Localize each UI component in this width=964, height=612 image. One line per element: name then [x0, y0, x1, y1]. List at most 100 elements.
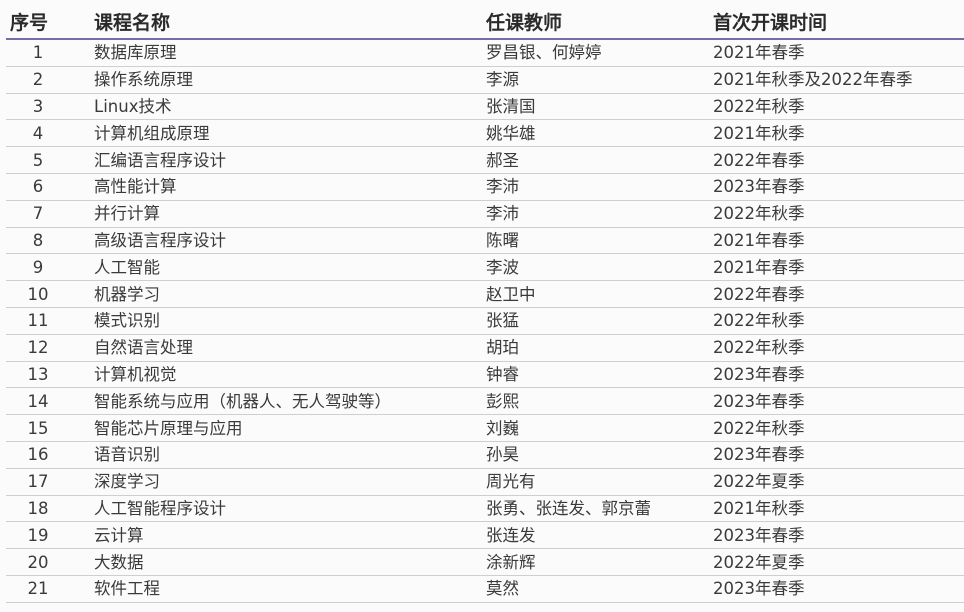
seq-cell: 8	[6, 227, 70, 255]
teacher-cell: 莫然	[486, 575, 713, 603]
seq-cell: 7	[6, 200, 70, 228]
teacher-cell: 钟睿	[486, 361, 713, 389]
time-cell: 2023年春季	[713, 521, 964, 550]
seq-cell: 18	[6, 495, 70, 523]
seq-cell: 15	[6, 414, 70, 442]
seq-cell: 12	[6, 334, 70, 362]
time-cell: 2021年春季	[713, 39, 964, 67]
table-row: 11 模式识别 张猛 2022年秋季	[6, 307, 964, 335]
teacher-cell: 彭熙	[486, 387, 713, 416]
seq-cell: 13	[6, 361, 70, 389]
table-row: 2 操作系统原理 李源 2021年秋季及2022年春季	[6, 66, 964, 94]
teacher-cell: 张连发	[486, 521, 713, 550]
time-cell: 2021年春季	[713, 253, 964, 282]
course-cell: 汇编语言程序设计	[70, 146, 486, 174]
course-cell: 大数据	[70, 548, 486, 576]
header-time: 首次开课时间	[713, 4, 964, 40]
table-row: 13 计算机视觉 钟睿 2023年春季	[6, 361, 964, 389]
time-cell: 2023年春季	[713, 173, 964, 201]
time-cell: 2021年秋季及2022年春季	[713, 66, 964, 94]
time-cell: 2022年春季	[713, 280, 964, 308]
seq-cell: 2	[6, 66, 70, 94]
course-cell: 模式识别	[70, 307, 486, 335]
teacher-cell: 陈曙	[486, 227, 713, 255]
table-row: 18 人工智能程序设计 张勇、张连发、郭京蕾 2021年秋季	[6, 495, 964, 523]
table-row: 21 软件工程 莫然 2023年春季	[6, 575, 964, 603]
course-cell: 高级语言程序设计	[70, 227, 486, 255]
course-cell: 操作系统原理	[70, 66, 486, 94]
course-cell: 深度学习	[70, 468, 486, 496]
time-cell: 2022年秋季	[713, 307, 964, 335]
time-cell: 2022年夏季	[713, 468, 964, 496]
course-cell: 软件工程	[70, 575, 486, 603]
time-cell: 2021年秋季	[713, 119, 964, 148]
table-row: 10 机器学习 赵卫中 2022年春季	[6, 280, 964, 308]
seq-cell: 4	[6, 119, 70, 148]
teacher-cell: 涂新辉	[486, 548, 713, 576]
table-row: 14 智能系统与应用（机器人、无人驾驶等） 彭熙 2023年春季	[6, 387, 964, 416]
teacher-cell: 罗昌银、何婷婷	[486, 39, 713, 67]
course-cell: 并行计算	[70, 200, 486, 228]
header-course: 课程名称	[70, 4, 486, 40]
seq-cell: 6	[6, 173, 70, 201]
course-cell: 智能芯片原理与应用	[70, 414, 486, 442]
teacher-cell: 郝圣	[486, 146, 713, 174]
table-row: 6 高性能计算 李沛 2023年春季	[6, 173, 964, 201]
seq-cell: 5	[6, 146, 70, 174]
course-cell: 计算机视觉	[70, 361, 486, 389]
course-cell: 人工智能程序设计	[70, 495, 486, 523]
teacher-cell: 周光有	[486, 468, 713, 496]
table-row: 17 深度学习 周光有 2022年夏季	[6, 468, 964, 496]
teacher-cell: 赵卫中	[486, 280, 713, 308]
course-cell: Linux技术	[70, 93, 486, 121]
time-cell: 2021年秋季	[713, 495, 964, 523]
teacher-cell: 李沛	[486, 200, 713, 228]
time-cell: 2023年春季	[713, 387, 964, 416]
seq-cell: 9	[6, 253, 70, 282]
course-cell: 计算机组成原理	[70, 119, 486, 148]
time-cell: 2022年夏季	[713, 548, 964, 576]
teacher-cell: 李源	[486, 66, 713, 94]
header-row: 序号 课程名称 任课教师 首次开课时间	[6, 4, 964, 40]
course-cell: 高性能计算	[70, 173, 486, 201]
table-row: 8 高级语言程序设计 陈曙 2021年春季	[6, 227, 964, 255]
time-cell: 2023年春季	[713, 575, 964, 603]
seq-cell: 10	[6, 280, 70, 308]
teacher-cell: 胡珀	[486, 334, 713, 362]
seq-cell: 3	[6, 93, 70, 121]
time-cell: 2022年秋季	[713, 200, 964, 228]
time-cell: 2023年春季	[713, 441, 964, 469]
seq-cell: 1	[6, 39, 70, 67]
seq-cell: 17	[6, 468, 70, 496]
course-cell: 数据库原理	[70, 39, 486, 67]
header-seq: 序号	[6, 4, 70, 40]
header-teacher: 任课教师	[486, 4, 713, 40]
course-cell: 人工智能	[70, 253, 486, 282]
teacher-cell: 孙昊	[486, 441, 713, 469]
course-cell: 智能系统与应用（机器人、无人驾驶等）	[70, 387, 486, 416]
seq-cell: 19	[6, 521, 70, 550]
course-cell: 云计算	[70, 521, 486, 550]
teacher-cell: 姚华雄	[486, 119, 713, 148]
table-row: 7 并行计算 李沛 2022年秋季	[6, 200, 964, 228]
time-cell: 2023年春季	[713, 361, 964, 389]
table-row: 5 汇编语言程序设计 郝圣 2022年春季	[6, 146, 964, 174]
course-cell: 自然语言处理	[70, 334, 486, 362]
table-row: 9 人工智能 李波 2021年春季	[6, 253, 964, 282]
seq-cell: 21	[6, 575, 70, 603]
teacher-cell: 张猛	[486, 307, 713, 335]
seq-cell: 20	[6, 548, 70, 576]
table-row: 19 云计算 张连发 2023年春季	[6, 521, 964, 550]
teacher-cell: 张清国	[486, 93, 713, 121]
teacher-cell: 李沛	[486, 173, 713, 201]
table-row: 1 数据库原理 罗昌银、何婷婷 2021年春季	[6, 39, 964, 67]
time-cell: 2022年秋季	[713, 93, 964, 121]
course-cell: 机器学习	[70, 280, 486, 308]
seq-cell: 11	[6, 307, 70, 335]
time-cell: 2022年秋季	[713, 334, 964, 362]
teacher-cell: 张勇、张连发、郭京蕾	[486, 495, 713, 523]
teacher-cell: 刘巍	[486, 414, 713, 442]
time-cell: 2022年秋季	[713, 414, 964, 442]
course-cell: 语音识别	[70, 441, 486, 469]
table-row: 12 自然语言处理 胡珀 2022年秋季	[6, 334, 964, 362]
